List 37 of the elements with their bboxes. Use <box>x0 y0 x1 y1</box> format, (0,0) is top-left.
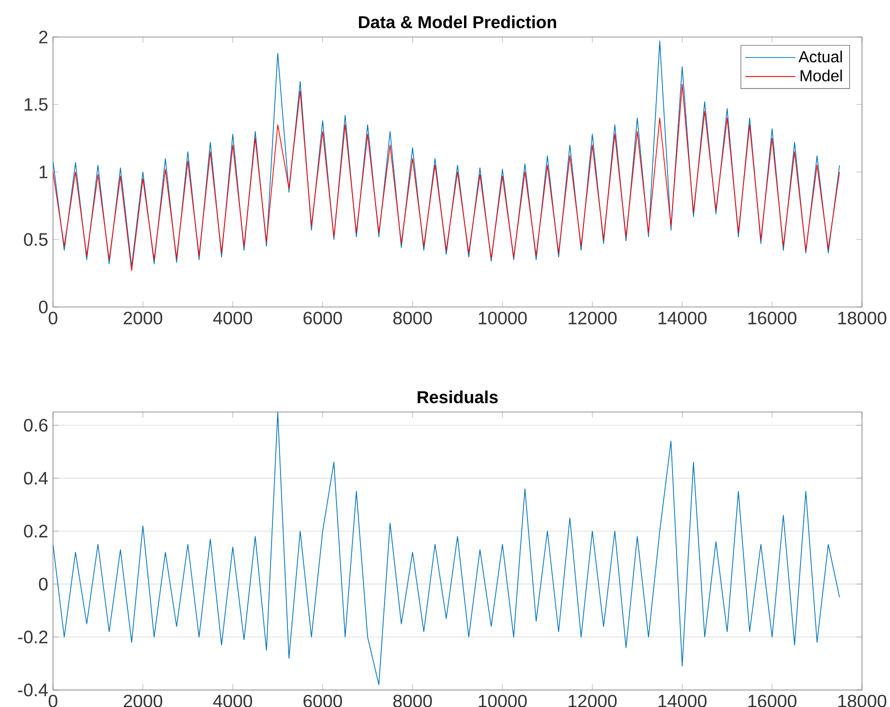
y-tick-label: 0 <box>38 300 48 314</box>
x-tick-label: 2000 <box>124 694 162 707</box>
x-tick-label: 12000 <box>568 694 617 707</box>
x-tick-label: 14000 <box>658 312 707 324</box>
x-tick-label: 0 <box>48 694 58 707</box>
x-tick-label: 6000 <box>304 312 342 324</box>
y-tick-label: 2 <box>39 30 48 44</box>
x-tick-label: 6000 <box>304 694 342 707</box>
x-tick-label: 0 <box>48 312 58 324</box>
chart-title: Residuals <box>418 390 498 404</box>
x-tick-label: 16000 <box>748 312 796 324</box>
y-tick-label: 0.5 <box>24 233 48 246</box>
legend-label: Model <box>800 70 842 82</box>
y-tick-label: 0 <box>38 578 48 590</box>
legend-label: Actual <box>798 50 842 62</box>
x-tick-label: 18000 <box>838 694 886 707</box>
y-tick-label: 0.2 <box>24 524 48 538</box>
y-tick-label: 0.6 <box>24 418 48 432</box>
x-tick-label: 8000 <box>393 312 432 324</box>
x-tick-label: 4000 <box>213 312 252 324</box>
x-tick-label: 18000 <box>838 312 886 324</box>
x-tick-label: 4000 <box>213 694 252 707</box>
x-tick-label: 2000 <box>124 312 162 324</box>
line-series <box>53 412 840 686</box>
x-tick-label: 10000 <box>478 694 527 707</box>
y-tick-label: -0.4 <box>18 684 48 696</box>
x-tick-label: 8000 <box>393 694 432 707</box>
chart-title: Data & Model Prediction <box>358 16 556 28</box>
x-tick-label: 12000 <box>568 312 617 324</box>
x-tick-label: 14000 <box>658 694 707 707</box>
x-tick-label: 10000 <box>478 312 527 324</box>
y-tick-label: 1 <box>40 166 48 178</box>
x-tick-label: 16000 <box>748 694 796 707</box>
line-series <box>53 84 840 271</box>
y-tick-label: 1.5 <box>24 98 48 111</box>
y-tick-label: 0.4 <box>24 472 48 485</box>
y-tick-label: -0.2 <box>18 630 48 644</box>
